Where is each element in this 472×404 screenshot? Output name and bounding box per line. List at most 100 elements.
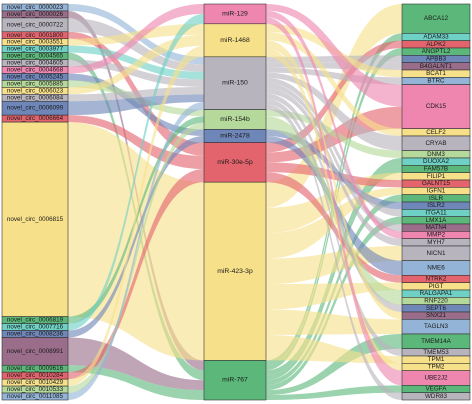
gene-node-igfn1: IGFN1 bbox=[401, 187, 471, 195]
mirna-node-box bbox=[203, 142, 267, 183]
circrna-node-label: novel_circ_0006084 bbox=[7, 94, 64, 101]
gene-node-label: ANGPTL2 bbox=[422, 48, 451, 55]
mirna-node-mir-150: miR-150 bbox=[203, 56, 267, 110]
gene-node-label: RNF220 bbox=[424, 298, 448, 305]
gene-node-b4galnt1: B4GALNT1 bbox=[401, 62, 471, 71]
gene-node-label: PIGT bbox=[429, 283, 444, 290]
link-mir-154b-to-dnm3 bbox=[266, 109, 402, 158]
gene-node-myh7: MYH7 bbox=[401, 238, 471, 247]
link-mir-423-3p-to-tpm1 bbox=[266, 334, 402, 364]
mirna-node-mir-2478: miR-2478 bbox=[203, 129, 267, 143]
gene-node-label: ISLR bbox=[429, 195, 443, 202]
gene-node-lmx1a: LMX1A bbox=[401, 216, 471, 225]
gene-node-label: MATN4 bbox=[426, 224, 447, 231]
gene-node-wdr83: WDR83 bbox=[401, 392, 471, 401]
gene-node-ralgapa1: RALGAPA1 bbox=[401, 289, 471, 298]
link-novel-circ-0007716-to-mir-129 bbox=[68, 13, 204, 331]
gene-node-label: FILIP1 bbox=[427, 173, 446, 180]
circrna-node-label: novel_circ_0008991 bbox=[7, 348, 64, 355]
gene-node-islr: ISLR bbox=[401, 194, 471, 203]
gene-node-galnt15: GALNT15 bbox=[401, 179, 471, 188]
gene-node-label: BTRC bbox=[427, 78, 445, 85]
gene-node-label: DNM3 bbox=[427, 151, 445, 158]
gene-node-label: UBE2J2 bbox=[424, 375, 448, 382]
gene-node-label: ALPK2 bbox=[426, 41, 446, 48]
gene-node-label: CRYAB bbox=[425, 140, 446, 147]
circrna-node-novel-circ-0008236: novel_circ_0008236 bbox=[1, 330, 69, 338]
circrna-node-label: novel_circ_0003977 bbox=[7, 46, 64, 53]
gene-node-label: MMP2 bbox=[427, 232, 446, 239]
circrna-node-label: novel_circ_0001800 bbox=[7, 32, 64, 39]
gene-node-matn4: MATN4 bbox=[401, 223, 471, 232]
link-novel-circ-0010284-to-mir-30e-5p bbox=[68, 169, 204, 380]
circrna-node-label: novel_circ_0006664 bbox=[7, 115, 64, 122]
circrna-node-label: novel_circ_0005245 bbox=[7, 73, 64, 80]
gene-node-abca12: ABCA12 bbox=[401, 3, 471, 34]
link-mir-1468-to-celf2 bbox=[266, 32, 402, 136]
link-mir-30e-5p-to-galnt15 bbox=[266, 162, 402, 188]
mirna-node-label: miR-154b bbox=[220, 116, 250, 123]
gene-node-label: DUOXA2 bbox=[423, 158, 449, 165]
circrna-node-novel-circ-0004605: novel_circ_0004605 bbox=[1, 59, 69, 67]
gene-node-label: CDK15 bbox=[426, 103, 447, 110]
circrna-node-label: novel_circ_0000023 bbox=[7, 4, 64, 11]
gene-node-label: ABCA12 bbox=[424, 15, 449, 22]
gene-node-nicn1: NICN1 bbox=[401, 245, 471, 261]
link-mir-150-to-myh7 bbox=[266, 88, 402, 246]
gene-node-btrc: BTRC bbox=[401, 77, 471, 85]
gene-node-label: MYH7 bbox=[427, 239, 445, 246]
circrna-node-label: novel_circ_0007716 bbox=[7, 324, 64, 331]
link-mir-767-to-lmx1a bbox=[266, 216, 402, 391]
link-novel-circ-0009616-to-mir-767 bbox=[68, 365, 204, 400]
gene-node-tagln3: TAGLN3 bbox=[401, 319, 471, 335]
gene-node-filip1: FILIP1 bbox=[401, 172, 471, 181]
mirna-node-mir-30e-5p: miR-30e-5p bbox=[203, 142, 267, 183]
link-novel-circ-0000722-to-mir-150 bbox=[68, 17, 204, 72]
gene-node-label: WDR83 bbox=[425, 393, 448, 400]
link-novel-circ-0003551-to-mir-1468 bbox=[68, 23, 204, 46]
link-mir-150-to-wdr83 bbox=[266, 104, 402, 400]
mirna-node-label: miR-1468 bbox=[220, 37, 250, 44]
gene-node-label: TPM1 bbox=[428, 356, 445, 363]
link-mir-1468-to-tpm2 bbox=[266, 48, 402, 371]
circrna-node-label: novel_circ_0000026 bbox=[7, 11, 64, 18]
gene-node-bcat1: BCAT1 bbox=[401, 69, 471, 78]
gene-node-label: NTRK2 bbox=[426, 276, 447, 283]
gene-node-label: B4GALNT1 bbox=[420, 63, 453, 70]
gene-node-duoxa2: DUOXA2 bbox=[401, 157, 471, 166]
link-mir-767-to-vegfa bbox=[266, 385, 402, 400]
link-mir-1468-to-snx21 bbox=[266, 40, 402, 320]
circrna-node-label: novel_circ_0010284 bbox=[7, 372, 64, 379]
circrna-node-novel-circ-0005245: novel_circ_0005245 bbox=[1, 73, 69, 81]
link-novel-circ-0006099-to-mir-150 bbox=[68, 94, 204, 116]
gene-node-label: FAM57B bbox=[424, 166, 448, 173]
circrna-node-novel-circ-0001800: novel_circ_0001800 bbox=[1, 31, 69, 40]
mirna-node-mir-767: miR-767 bbox=[203, 360, 267, 401]
gene-node-label: GALNT15 bbox=[422, 180, 450, 187]
circrna-node-label: novel_circ_0003551 bbox=[7, 39, 64, 46]
gene-node-box bbox=[401, 392, 471, 401]
gene-node-label: SEPT6 bbox=[426, 305, 446, 312]
gene-node-cryab: CRYAB bbox=[401, 135, 471, 151]
gene-node-tpm2: TPM2 bbox=[401, 363, 471, 371]
circrna-node-label: novel_circ_0004565 bbox=[7, 53, 64, 60]
mirna-node-mir-154b: miR-154b bbox=[203, 109, 267, 130]
gene-node-adam33: ADAM33 bbox=[401, 33, 471, 41]
link-mir-423-3p-to-igfn1 bbox=[266, 187, 402, 259]
link-mir-767-to-tmem14a bbox=[266, 334, 402, 396]
gene-node-label: IGFN1 bbox=[427, 188, 446, 195]
circrna-node-label: novel_circ_0006819 bbox=[7, 317, 64, 324]
circrna-node-label: novel_circ_0006023 bbox=[7, 87, 64, 94]
gene-node-fam57b: FAM57B bbox=[401, 165, 471, 173]
circrna-node-novel-circ-0010284: novel_circ_0010284 bbox=[1, 371, 69, 380]
circrna-node-label: novel_circ_0008236 bbox=[7, 331, 64, 338]
mirna-node-mir-129: miR-129 bbox=[203, 3, 267, 25]
gene-node-tmem53: TMEM53 bbox=[401, 348, 471, 357]
circrna-node-novel-circ-0006815: novel_circ_0006815 bbox=[1, 121, 69, 317]
mirna-node-label: miR-423-3p bbox=[217, 268, 253, 275]
link-mir-767-to-fam57b bbox=[266, 165, 402, 381]
gene-node-celf2: CELF2 bbox=[401, 128, 471, 137]
gene-node-label: TMEM14A bbox=[421, 338, 452, 345]
circrna-node-novel-circ-0006099: novel_circ_0006099 bbox=[1, 100, 69, 116]
